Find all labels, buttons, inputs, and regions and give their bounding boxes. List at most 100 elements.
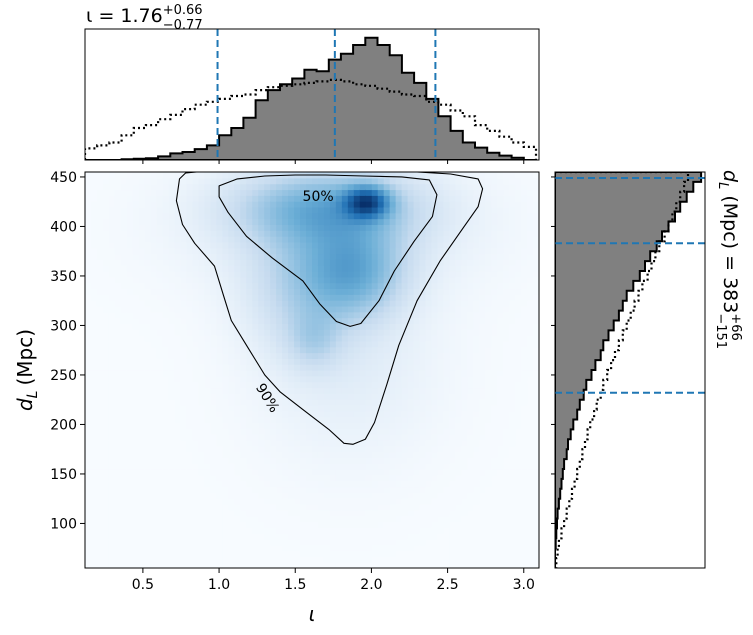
heatmap-cell xyxy=(515,282,522,290)
heatmap-cell xyxy=(485,300,492,307)
heatmap-cell xyxy=(132,358,140,365)
heatmap-cell xyxy=(407,410,415,418)
heatmap-cell xyxy=(395,387,403,394)
heatmap-cell xyxy=(317,282,325,290)
heatmap-cell xyxy=(329,521,337,528)
heatmap-cell xyxy=(425,503,433,511)
heatmap-cell xyxy=(85,294,92,301)
heatmap-cell xyxy=(347,364,355,371)
heatmap-cell xyxy=(306,352,313,359)
heatmap-cell xyxy=(491,300,498,307)
heatmap-cell xyxy=(132,218,140,226)
heatmap-cell xyxy=(90,305,98,313)
heatmap-cell xyxy=(198,172,206,179)
heatmap-cell xyxy=(96,241,104,249)
heatmap-cell xyxy=(192,265,200,272)
heatmap-cell xyxy=(192,498,200,505)
heatmap-cell xyxy=(479,538,486,546)
heatmap-cell xyxy=(371,370,379,377)
heatmap-cell xyxy=(180,294,188,301)
heatmap-cell xyxy=(509,300,516,307)
heatmap-cell xyxy=(353,177,361,185)
heatmap-cell xyxy=(353,189,361,196)
heatmap-cell xyxy=(323,323,331,330)
heatmap-cell xyxy=(264,498,271,505)
heatmap-cell xyxy=(312,533,319,540)
joint-density-panel: 50%90% 0.5 1.0 1.5 2.0 2.5 3.0 10015020025030… xyxy=(13,170,540,626)
heatmap-cell xyxy=(96,404,104,412)
heatmap-cell xyxy=(144,562,152,568)
heatmap-cell xyxy=(497,434,504,441)
heatmap-cell xyxy=(503,434,510,441)
heatmap-cell xyxy=(276,177,283,185)
heatmap-cell xyxy=(389,370,397,377)
heatmap-cell xyxy=(347,393,355,400)
heatmap-cell xyxy=(198,305,206,313)
heatmap-cell xyxy=(401,492,409,499)
heatmap-cell xyxy=(485,451,492,458)
heatmap-cell xyxy=(347,538,355,546)
heatmap-cell xyxy=(359,230,367,237)
heatmap-cell xyxy=(204,253,212,260)
heatmap-cell xyxy=(449,439,456,447)
heatmap-cell xyxy=(270,265,277,272)
heatmap-cell xyxy=(503,375,510,383)
heatmap-cell xyxy=(186,509,194,517)
heatmap-cell xyxy=(180,236,188,243)
heatmap-cell xyxy=(126,416,134,424)
heatmap-cell xyxy=(144,375,152,383)
heatmap-cell xyxy=(353,387,361,394)
heatmap-cell xyxy=(168,183,176,191)
heatmap-cell xyxy=(317,346,325,354)
heatmap-cell xyxy=(156,521,164,528)
heatmap-cell xyxy=(419,253,427,260)
heatmap-cell xyxy=(365,288,373,295)
heatmap-cell xyxy=(395,236,403,243)
heatmap-cell xyxy=(90,404,98,412)
heatmap-cell xyxy=(335,422,343,429)
heatmap-cell xyxy=(467,230,474,237)
heatmap-cell xyxy=(323,486,331,493)
heatmap-cell xyxy=(90,422,98,429)
heatmap-cell xyxy=(85,265,92,272)
heatmap-cell xyxy=(180,527,188,534)
heatmap-cell xyxy=(234,265,241,272)
heatmap-cell xyxy=(90,172,98,179)
heatmap-cell xyxy=(485,195,492,202)
heatmap-cell xyxy=(515,265,522,272)
heatmap-cell xyxy=(509,410,516,418)
heatmap-cell xyxy=(144,515,152,523)
heatmap-cell xyxy=(503,230,510,237)
heatmap-cell xyxy=(312,480,319,488)
heatmap-cell xyxy=(120,206,128,214)
heatmap-cell xyxy=(485,439,492,447)
heatmap-cell xyxy=(210,323,218,330)
heatmap-cell xyxy=(365,183,373,191)
heatmap-cell xyxy=(264,439,271,447)
heatmap-cell xyxy=(437,311,445,319)
heatmap-cell xyxy=(425,311,433,319)
heatmap-cell xyxy=(216,474,223,482)
heatmap-cell xyxy=(192,550,200,557)
heatmap-cell xyxy=(300,480,307,488)
heatmap-cell xyxy=(156,486,164,493)
heatmap-cell xyxy=(467,305,474,313)
heatmap-cell xyxy=(407,562,415,568)
heatmap-cell xyxy=(204,422,212,429)
heatmap-cell xyxy=(102,271,110,278)
heatmap-cell xyxy=(491,177,498,185)
heatmap-cell xyxy=(407,469,415,476)
heatmap-cell xyxy=(341,230,349,237)
heatmap-cell xyxy=(509,486,516,493)
heatmap-cell xyxy=(168,556,176,563)
heatmap-cell xyxy=(222,288,229,295)
heatmap-cell xyxy=(467,311,474,319)
heatmap-cell xyxy=(228,358,235,365)
heatmap-cell xyxy=(479,439,486,447)
heatmap-cell xyxy=(162,556,170,563)
heatmap-cell xyxy=(455,509,462,517)
heatmap-cell xyxy=(312,451,319,458)
heatmap-cell xyxy=(461,474,468,482)
heatmap-cell xyxy=(485,236,492,243)
heatmap-cell xyxy=(371,236,379,243)
